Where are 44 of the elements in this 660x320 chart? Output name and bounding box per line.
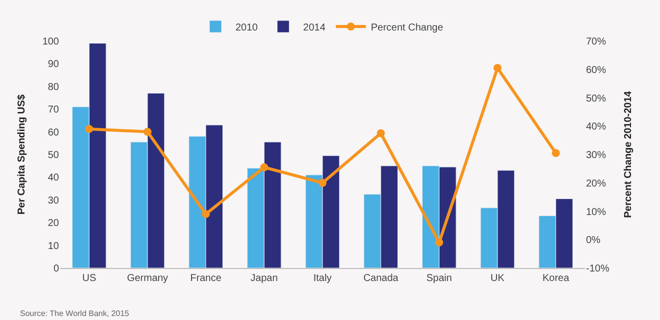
x-tick-label: Spain <box>426 273 452 284</box>
x-tick-label: US <box>82 273 96 284</box>
y-tick-label: 100 <box>42 36 60 48</box>
y-tick-label: 60 <box>48 127 60 138</box>
y2-tick-label: 30% <box>586 150 606 161</box>
point <box>202 210 210 218</box>
x-tick-label: Korea <box>542 273 570 284</box>
x-tick-label: France <box>190 273 222 284</box>
y2-tick-label: -10% <box>586 264 610 274</box>
y-tick-label: 10 <box>48 240 60 252</box>
y2-tick-label: 40% <box>586 122 606 133</box>
legend-label: 2014 <box>303 22 326 34</box>
y-tick-label: 50 <box>48 150 60 161</box>
legend-label: Percent Change <box>370 22 444 34</box>
point <box>552 149 560 158</box>
point <box>260 163 268 172</box>
y-tick-label: 90 <box>48 59 60 70</box>
x-tick-label: UK <box>490 273 505 284</box>
point <box>318 178 326 187</box>
y-tick-label: 80 <box>48 82 60 93</box>
point <box>435 238 444 246</box>
y-tick-label: 0 <box>53 264 60 274</box>
y2-tick-label: 70% <box>586 36 606 48</box>
point <box>144 128 152 136</box>
y2-axis-title: Percent Change 2010-2014 <box>622 90 634 218</box>
point <box>85 124 94 133</box>
y-tick-label: 40 <box>48 172 60 184</box>
y2-tick-label: 20% <box>586 178 606 190</box>
x-tick-label: Japan <box>250 273 278 284</box>
legend-label: 2010 <box>236 22 258 34</box>
y-axis-title: Per Capita Spending US$ <box>16 94 28 215</box>
x-tick-label: Canada <box>363 273 399 284</box>
point <box>376 129 385 138</box>
y2-tick-label: 60% <box>586 64 606 76</box>
y-tick-label: 20 <box>48 218 60 230</box>
x-tick-label: Germany <box>126 273 168 284</box>
y-tick-label: 30 <box>48 195 60 206</box>
point <box>494 64 502 72</box>
y2-tick-label: 50% <box>586 93 606 104</box>
y2-tick-label: 0% <box>586 235 601 246</box>
y-tick-label: 70 <box>48 104 60 116</box>
source-note: Source: The World Bank, 2015 <box>20 309 130 318</box>
y2-tick-label: 10% <box>586 206 606 218</box>
x-tick-label: Italy <box>313 273 332 284</box>
